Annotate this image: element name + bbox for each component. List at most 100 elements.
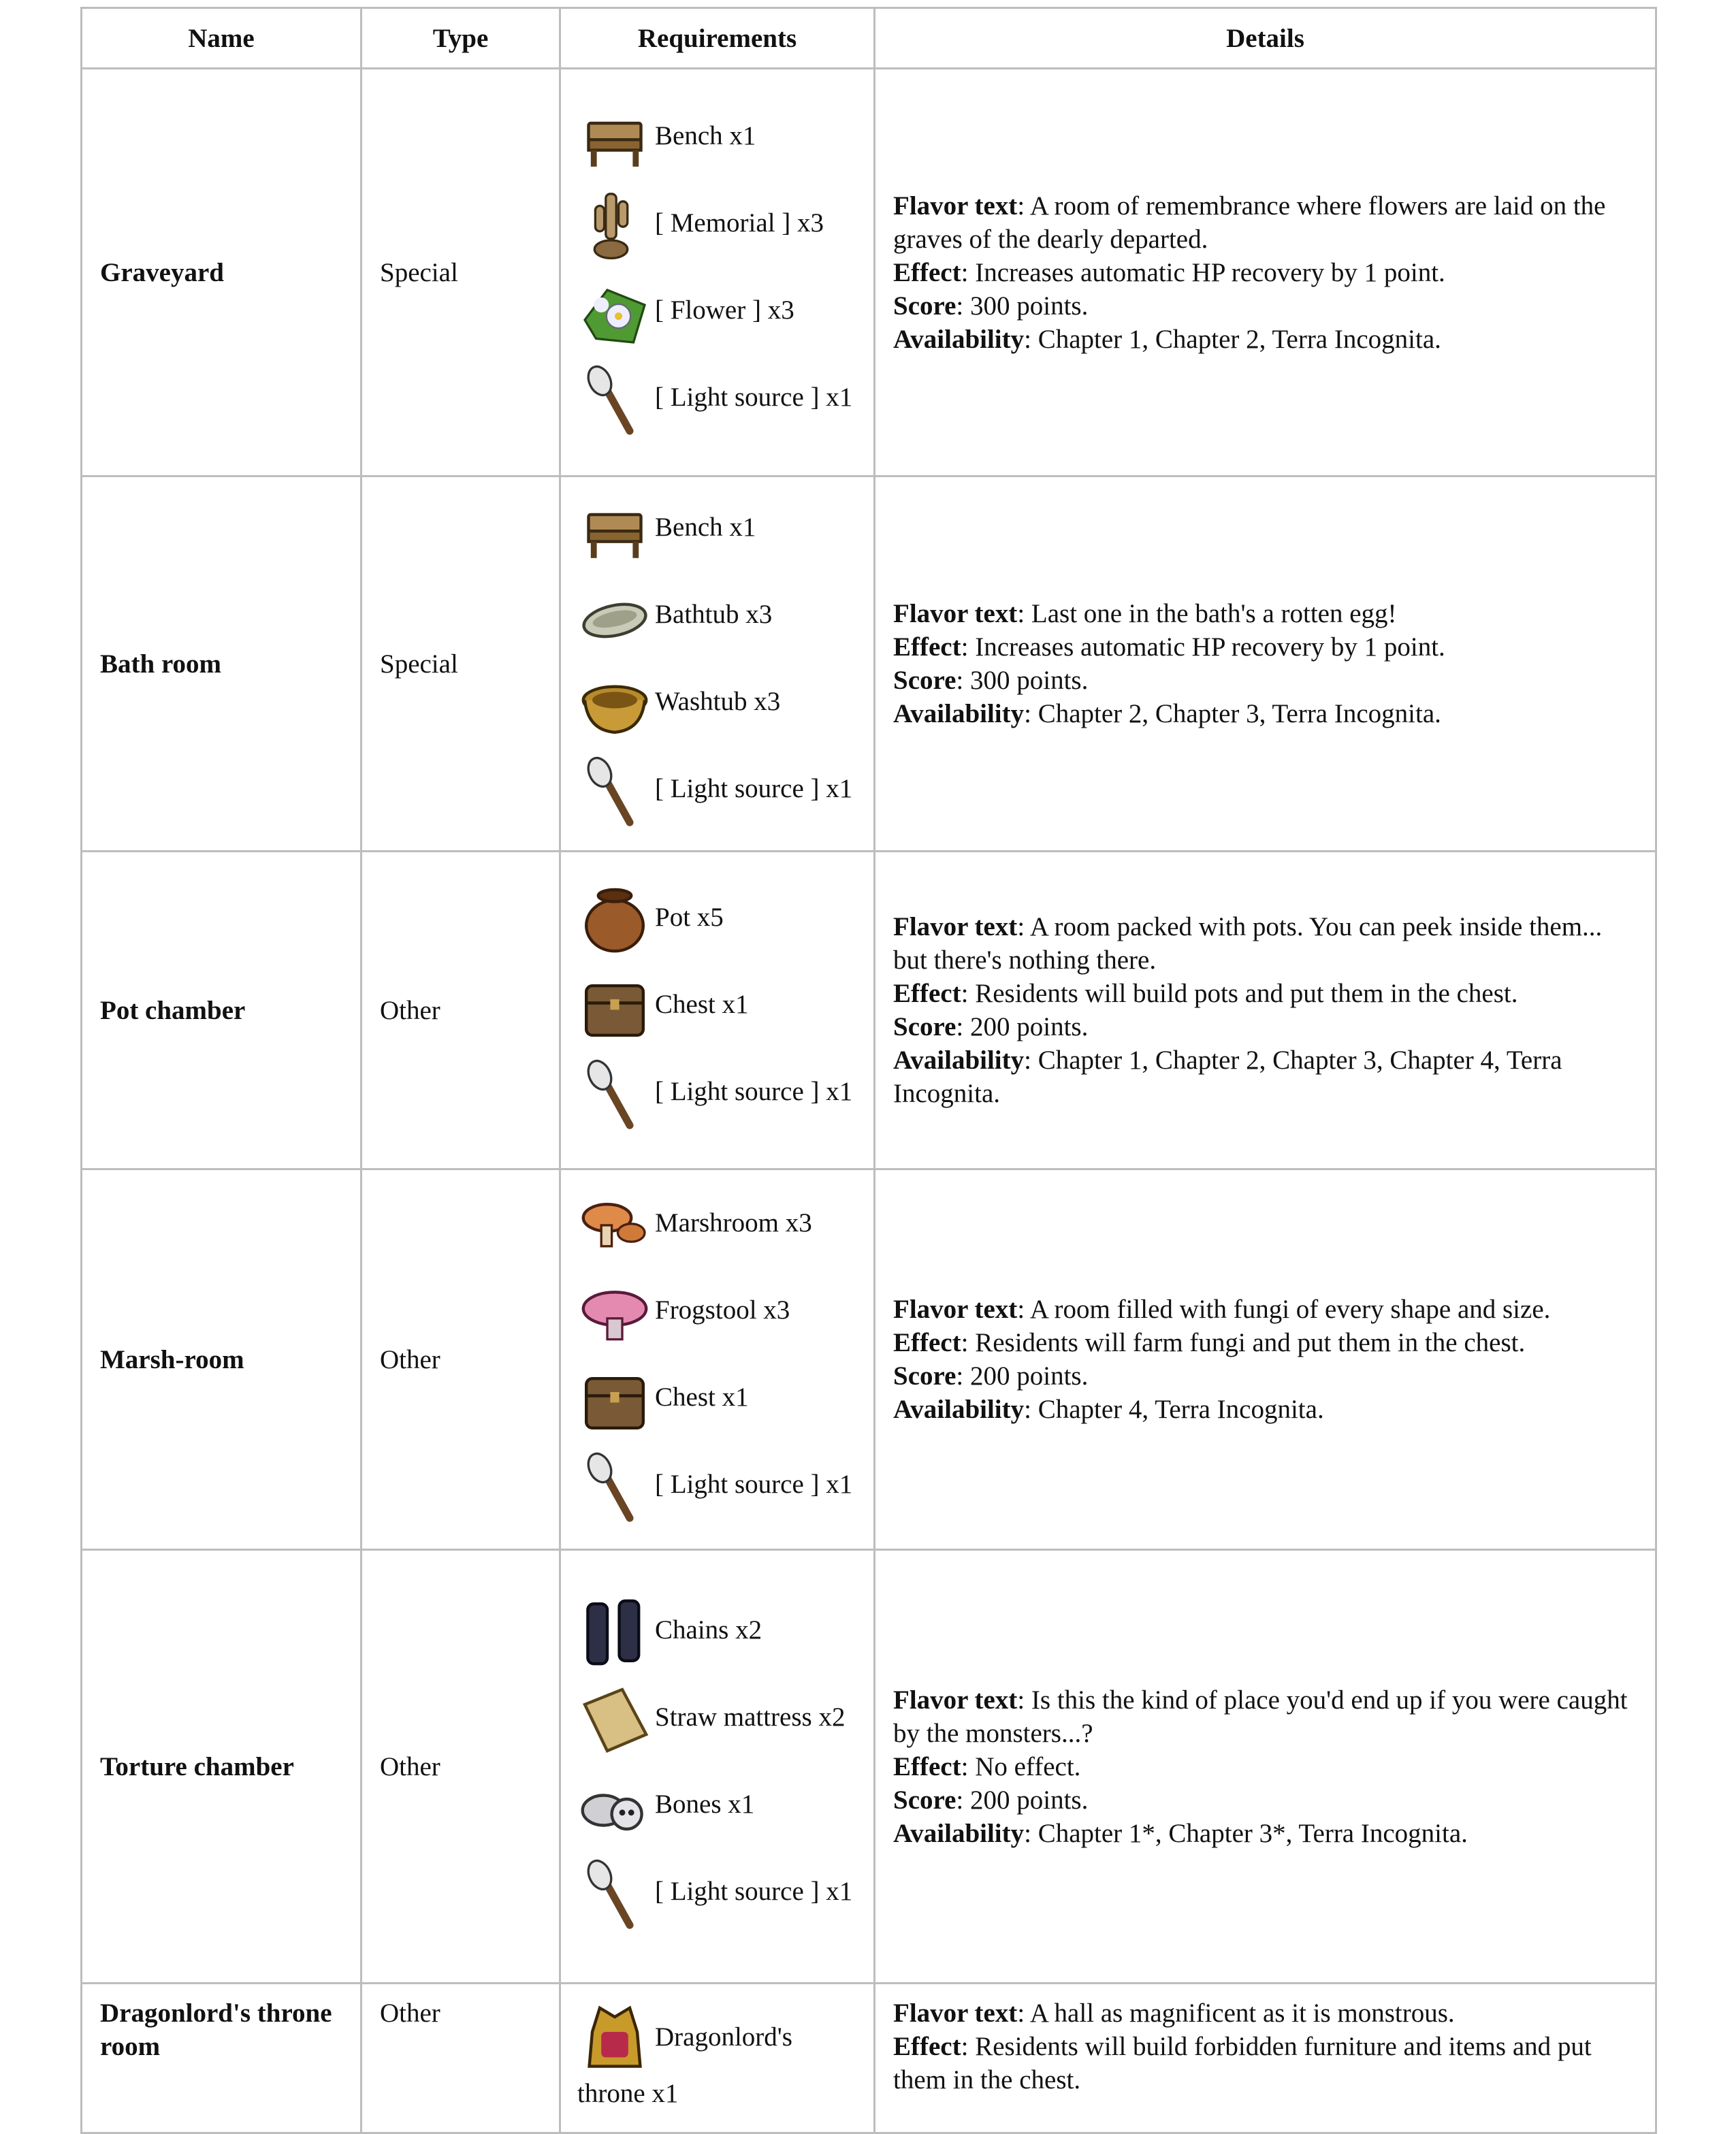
detail-label: Score (893, 291, 957, 321)
detail-label: Effect (893, 257, 961, 287)
marshroom-icon (581, 1203, 646, 1248)
detail-label: Effect (893, 979, 961, 1008)
requirement-label: Chest x1 (655, 1382, 749, 1412)
requirements-cell: Bench x1 [ Memorial ] x3 [ Flower ] x3 [ Li… (559, 67, 875, 477)
requirement-label: [ Memorial ] x3 (655, 208, 824, 238)
detail-text: 200 points. (970, 1361, 1089, 1391)
chest-icon (585, 1377, 645, 1429)
detail-line: Availability: Chapter 1*, Chapter 3*, Te… (893, 1818, 1468, 1848)
detail-label: Effect (893, 1328, 961, 1357)
detail-label: Score (893, 1361, 957, 1391)
detail-label: Flavor text (893, 912, 1018, 941)
requirement-label: [ Light source ] x1 (655, 1876, 853, 1906)
detail-text: A room packed with pots. You can peek in… (893, 912, 1603, 975)
detail-text: A room filled with fungi of every shape … (1029, 1295, 1551, 1324)
frogstool-icon (581, 1291, 648, 1341)
requirement-item: Chest x1 (577, 969, 857, 1044)
detail-label: Flavor text (893, 1685, 1018, 1715)
details-cell: Flavor text: A room packed with pots. Yo… (873, 850, 1657, 1170)
requirement-item: Pot x5 (577, 882, 857, 957)
room-type: Other (360, 1168, 561, 1551)
requirements-cell: Bench x1 Bathtub x3 Washtub x3 [ Light sour… (559, 475, 875, 852)
bench-icon (587, 121, 643, 167)
requirements-cell: Chains x2 Straw mattress x2 Bones x1 [ Ligh… (559, 1549, 875, 1984)
detail-label: Availability (893, 324, 1025, 354)
detail-line: Availability: Chapter 2, Chapter 3, Terr… (893, 699, 1441, 728)
requirement-item: Bench x1 (577, 101, 857, 176)
header-row: Name Type Requirements Details (80, 7, 1657, 69)
detail-text: Chapter 4, Terra Incognita. (1038, 1395, 1324, 1424)
room-type: Other (360, 850, 561, 1170)
header-details: Details (873, 7, 1657, 69)
room-type: Special (360, 67, 561, 477)
detail-line: Score: 200 points. (893, 1012, 1089, 1041)
requirement-item: [ Light source ] x1 (577, 1056, 857, 1131)
header-type: Type (360, 7, 561, 69)
detail-text: Residents will farm fungi and put them i… (975, 1328, 1526, 1357)
detail-line: Effect: Residents will build forbidden f… (893, 2032, 1592, 2095)
requirement-item: [ Flower ] x3 (577, 275, 857, 350)
memorial-icon (593, 193, 629, 260)
torch-icon (587, 1859, 634, 1929)
details-cell: Flavor text: A room filled with fungi of… (873, 1168, 1657, 1551)
pot-icon (585, 888, 645, 953)
requirement-label: [ Light source ] x1 (655, 1076, 853, 1106)
detail-label: Score (893, 666, 957, 695)
requirement-label: Pot x5 (655, 902, 724, 932)
requirement-item: Dragonlord's throne x1 (577, 2002, 857, 2110)
detail-label: Score (893, 1012, 957, 1041)
room-name: Dragonlord's throne room (80, 1982, 362, 2134)
detail-label: Availability (893, 1395, 1025, 1424)
chains-icon (586, 1599, 641, 1666)
header-requirements: Requirements (559, 7, 875, 69)
bathtub-icon (582, 602, 647, 638)
requirement-label: Washtub x3 (655, 686, 781, 716)
requirement-label: Frogstool x3 (655, 1295, 790, 1325)
detail-line: Availability: Chapter 1, Chapter 2, Chap… (893, 1046, 1562, 1108)
requirement-item: Chest x1 (577, 1362, 857, 1437)
requirement-item: [ Light source ] x1 (577, 754, 857, 828)
torch-icon (587, 1452, 634, 1522)
requirement-item: [ Memorial ] x3 (577, 188, 857, 263)
requirement-label: Straw mattress x2 (655, 1702, 846, 1732)
detail-line: Effect: Increases automatic HP recovery … (893, 257, 1445, 287)
flower-icon (583, 288, 647, 344)
detail-text: Increases automatic HP recovery by 1 poi… (975, 257, 1445, 287)
requirement-item: Bones x1 (577, 1769, 857, 1844)
room-name: Marsh-room (80, 1168, 362, 1551)
detail-line: Flavor text: Last one in the bath's a ro… (893, 599, 1397, 628)
detail-text: Chapter 1, Chapter 2, Chapter 3, Chapter… (893, 1046, 1562, 1108)
detail-text: A hall as magnificent as it is monstrous… (1029, 1999, 1455, 2028)
table-row: Dragonlord's throne room Other Dragonlor… (80, 1982, 1657, 2134)
detail-text: Increases automatic HP recovery by 1 poi… (975, 632, 1445, 662)
requirement-item: Marshroom x3 (577, 1188, 857, 1263)
detail-line: Effect: Increases automatic HP recovery … (893, 632, 1445, 662)
torch-icon (587, 365, 634, 435)
detail-line: Availability: Chapter 4, Terra Incognita… (893, 1395, 1324, 1424)
requirement-item: [ Light source ] x1 (577, 1856, 857, 1931)
room-name: Bath room (80, 475, 362, 852)
detail-line: Flavor text: A room filled with fungi of… (893, 1295, 1551, 1324)
detail-line: Flavor text: A room of remembrance where… (893, 191, 1606, 254)
header-name: Name (80, 7, 362, 69)
detail-line: Score: 300 points. (893, 666, 1089, 695)
throne-icon (588, 2005, 642, 2068)
details-cell: Flavor text: Is this the kind of place y… (873, 1549, 1657, 1984)
bench-icon (587, 513, 643, 558)
requirement-label: [ Light source ] x1 (655, 382, 853, 412)
detail-label: Flavor text (893, 191, 1018, 221)
requirement-item: Chains x2 (577, 1595, 857, 1670)
detail-label: Effect (893, 1751, 961, 1781)
detail-line: Flavor text: A room packed with pots. Yo… (893, 912, 1603, 975)
room-type: Other (360, 1982, 561, 2134)
detail-text: 300 points. (970, 291, 1089, 321)
table-body: Graveyard Special Bench x1 [ Memorial ] x… (80, 67, 1657, 2134)
detail-line: Score: 200 points. (893, 1785, 1089, 1815)
detail-text: Chapter 2, Chapter 3, Terra Incognita. (1038, 699, 1441, 728)
detail-line: Effect: Residents will build pots and pu… (893, 979, 1518, 1008)
detail-text: 300 points. (970, 666, 1089, 695)
table-row: Bath room Special Bench x1 Bathtub x3 Wash… (80, 475, 1657, 852)
detail-line: Flavor text: Is this the kind of place y… (893, 1685, 1628, 1748)
detail-label: Flavor text (893, 1295, 1018, 1324)
detail-label: Effect (893, 632, 961, 662)
